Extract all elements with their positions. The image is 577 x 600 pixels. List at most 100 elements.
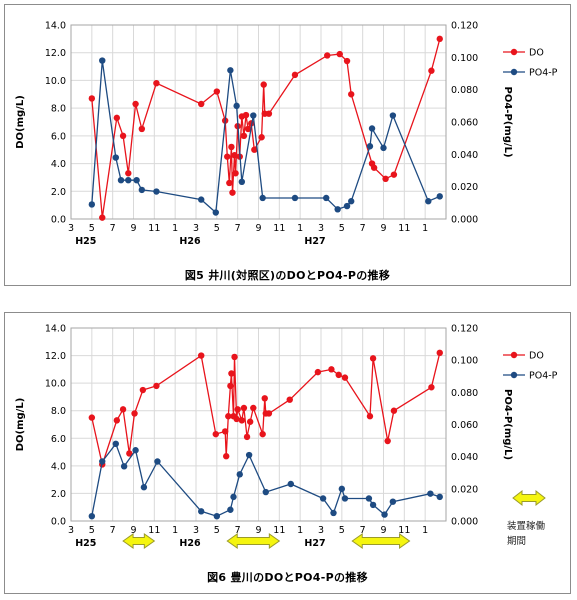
plot-area-border bbox=[70, 24, 447, 220]
data-point-DO bbox=[265, 110, 273, 117]
x-tick-label: 1 bbox=[172, 223, 178, 234]
data-point-PO4-P bbox=[291, 194, 299, 202]
data-point-DO bbox=[428, 384, 435, 391]
operation-period-arrow bbox=[351, 533, 411, 549]
x-tick-label: 5 bbox=[339, 525, 345, 536]
y-tick-label: 14.0 bbox=[45, 324, 66, 335]
x-tick-label: 11 bbox=[148, 223, 160, 234]
legend-label: DO bbox=[529, 351, 544, 362]
data-point-DO bbox=[212, 430, 219, 438]
data-point-PO4-P bbox=[334, 206, 341, 213]
operation-period-arrow bbox=[226, 533, 281, 549]
data-point-DO bbox=[224, 153, 231, 160]
data-point-PO4-P bbox=[245, 451, 253, 459]
x-tick-label: 9 bbox=[130, 223, 136, 234]
data-point-DO bbox=[126, 450, 133, 457]
x-tick-label: 5 bbox=[89, 525, 95, 536]
data-point-DO bbox=[153, 80, 160, 87]
data-point-DO bbox=[369, 355, 377, 362]
y2-tick-label: 0.100 bbox=[451, 53, 478, 64]
figure-caption: 図5 井川(対照区)のDOとPO4-Pの推移 bbox=[184, 269, 391, 282]
data-point-DO bbox=[132, 100, 139, 108]
data-point-DO bbox=[113, 114, 121, 122]
y2-tick-label: 0.000 bbox=[451, 215, 478, 226]
plot-area-border bbox=[70, 327, 447, 522]
data-point-PO4-P bbox=[365, 495, 373, 502]
x-tick-label: 9 bbox=[130, 525, 136, 536]
y-tick-label: 10.0 bbox=[45, 379, 66, 390]
x-tick-label: 11 bbox=[398, 223, 410, 234]
y2-tick-label: 0.120 bbox=[451, 21, 478, 32]
data-point-PO4-P bbox=[138, 186, 146, 194]
do-po4p-chart-fig5: 3 5 7 9 11 1 3 5 7 9 11 1 3 5 7 9 11 10.02.04.06.08.010.0… bbox=[15, 21, 558, 248]
y2-tick-label: 0.040 bbox=[451, 452, 478, 463]
x-tick-label: 11 bbox=[148, 525, 160, 536]
data-point-DO bbox=[259, 430, 266, 438]
data-point-PO4-P bbox=[213, 512, 221, 520]
data-point-PO4-P bbox=[233, 102, 240, 110]
x-tick-label: 1 bbox=[297, 223, 303, 234]
data-point-DO bbox=[119, 406, 127, 413]
x-tick-label: 7 bbox=[110, 223, 116, 234]
y-tick-label: 8.0 bbox=[51, 406, 66, 417]
data-point-PO4-P bbox=[120, 463, 128, 470]
data-point-PO4-P bbox=[112, 440, 119, 447]
chart-panel-fig6: 3 5 7 9 11 1 3 5 7 9 11 1 3 5 7 9 11 1 0.0 2.0 4.0 6.0 8.0 10.0… bbox=[4, 312, 571, 594]
y2-axis-title: PO4-P(mg/L) bbox=[502, 86, 513, 157]
x-tick-label: 7 bbox=[235, 223, 241, 234]
data-point-DO bbox=[243, 433, 251, 441]
data-point-PO4-P bbox=[389, 112, 397, 119]
x-tick-label: 7 bbox=[360, 525, 366, 536]
data-point-DO bbox=[240, 132, 248, 140]
y2-tick-label: 0.060 bbox=[451, 420, 478, 431]
data-point-DO bbox=[384, 437, 391, 445]
data-point-DO bbox=[366, 413, 374, 420]
data-point-DO bbox=[390, 407, 398, 414]
x-tick-label: 11 bbox=[273, 525, 285, 536]
data-point-DO bbox=[138, 125, 146, 133]
data-point-PO4-P bbox=[99, 57, 106, 64]
y-tick-label: 0.0 bbox=[51, 517, 66, 528]
data-point-PO4-P bbox=[230, 493, 237, 501]
data-point-PO4-P bbox=[153, 188, 160, 195]
legend-label: DO bbox=[529, 48, 544, 59]
legend-label: PO4-P bbox=[529, 68, 558, 79]
data-point-PO4-P bbox=[389, 498, 397, 505]
data-point-PO4-P bbox=[198, 196, 205, 203]
data-point-DO bbox=[250, 404, 257, 412]
data-point-PO4-P bbox=[323, 194, 330, 202]
data-point-DO bbox=[229, 189, 236, 196]
x-tick-label: 7 bbox=[360, 223, 366, 234]
data-point-DO bbox=[99, 214, 106, 221]
data-point-DO bbox=[198, 352, 205, 359]
data-point-PO4-P bbox=[88, 512, 96, 520]
data-point-DO bbox=[324, 52, 331, 59]
y2-tick-label: 0.060 bbox=[451, 118, 478, 129]
data-point-DO bbox=[213, 88, 221, 95]
data-point-DO bbox=[261, 395, 268, 402]
data-point-DO bbox=[390, 171, 398, 178]
legend-marker-DO bbox=[510, 351, 518, 359]
data-point-PO4-P bbox=[198, 508, 205, 515]
x-tick-label: 7 bbox=[235, 525, 241, 536]
data-point-DO bbox=[225, 413, 232, 420]
data-point-DO bbox=[234, 406, 241, 413]
legend-marker-PO4-P bbox=[510, 371, 518, 379]
y2-tick-label: 0.120 bbox=[451, 324, 478, 335]
data-point-DO bbox=[370, 164, 378, 171]
data-point-PO4-P bbox=[436, 193, 443, 200]
x-tick-label: 9 bbox=[255, 525, 261, 536]
data-point-DO bbox=[335, 371, 342, 379]
x-tick-label: 1 bbox=[297, 525, 303, 536]
data-point-DO bbox=[231, 152, 238, 159]
data-point-DO bbox=[314, 368, 322, 376]
y2-tick-label: 0.000 bbox=[451, 517, 478, 528]
data-point-PO4-P bbox=[99, 458, 106, 465]
data-point-PO4-P bbox=[125, 177, 132, 184]
data-point-PO4-P bbox=[366, 143, 374, 150]
data-point-DO bbox=[348, 91, 355, 98]
legend-operation-arrow bbox=[512, 489, 546, 507]
series-line-DO bbox=[91, 352, 441, 467]
x-tick-label: 3 bbox=[193, 525, 199, 536]
data-point-DO bbox=[139, 386, 147, 394]
